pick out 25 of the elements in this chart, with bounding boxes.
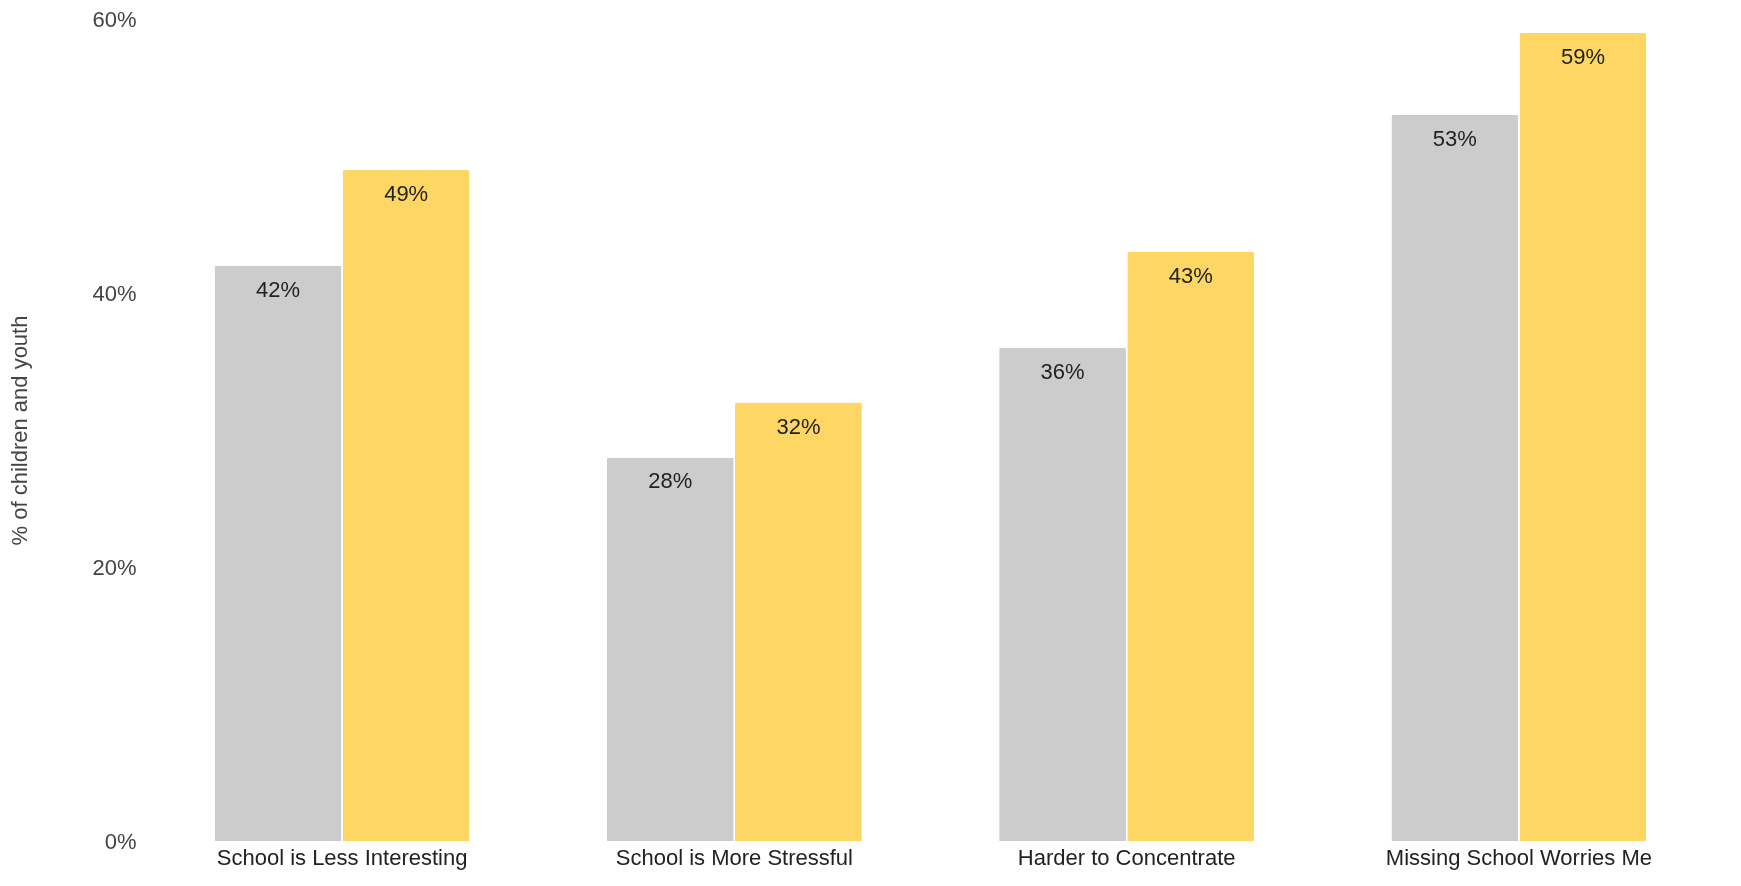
x-tick-label: Harder to Concentrate (1017, 844, 1236, 870)
data-label: 28% (648, 468, 693, 494)
bar (342, 169, 470, 841)
x-tick-label: School is More Stressful (615, 844, 853, 870)
y-tick-label: 0% (104, 828, 137, 854)
data-label: 59% (1560, 43, 1605, 69)
x-tick-label: School is Less Interesting (216, 844, 468, 870)
bar (735, 402, 862, 841)
x-tick-label: Missing School Worries Me (1385, 844, 1652, 870)
bar (606, 457, 734, 841)
data-label: 36% (1040, 358, 1085, 384)
data-label: 32% (776, 413, 821, 439)
y-tick-label: 20% (92, 554, 137, 580)
bar (214, 265, 342, 841)
y-tick-label: 60% (92, 6, 137, 32)
y-tick-label: 40% (92, 280, 137, 306)
data-label: 43% (1168, 262, 1213, 288)
bar (1127, 251, 1255, 841)
bar (999, 347, 1126, 841)
bar (1391, 114, 1519, 841)
data-label: 53% (1432, 125, 1477, 151)
data-label: 42% (256, 276, 301, 302)
y-axis-title: % of children and youth (7, 315, 33, 546)
data-label: 49% (384, 180, 429, 206)
bar (1519, 32, 1647, 841)
